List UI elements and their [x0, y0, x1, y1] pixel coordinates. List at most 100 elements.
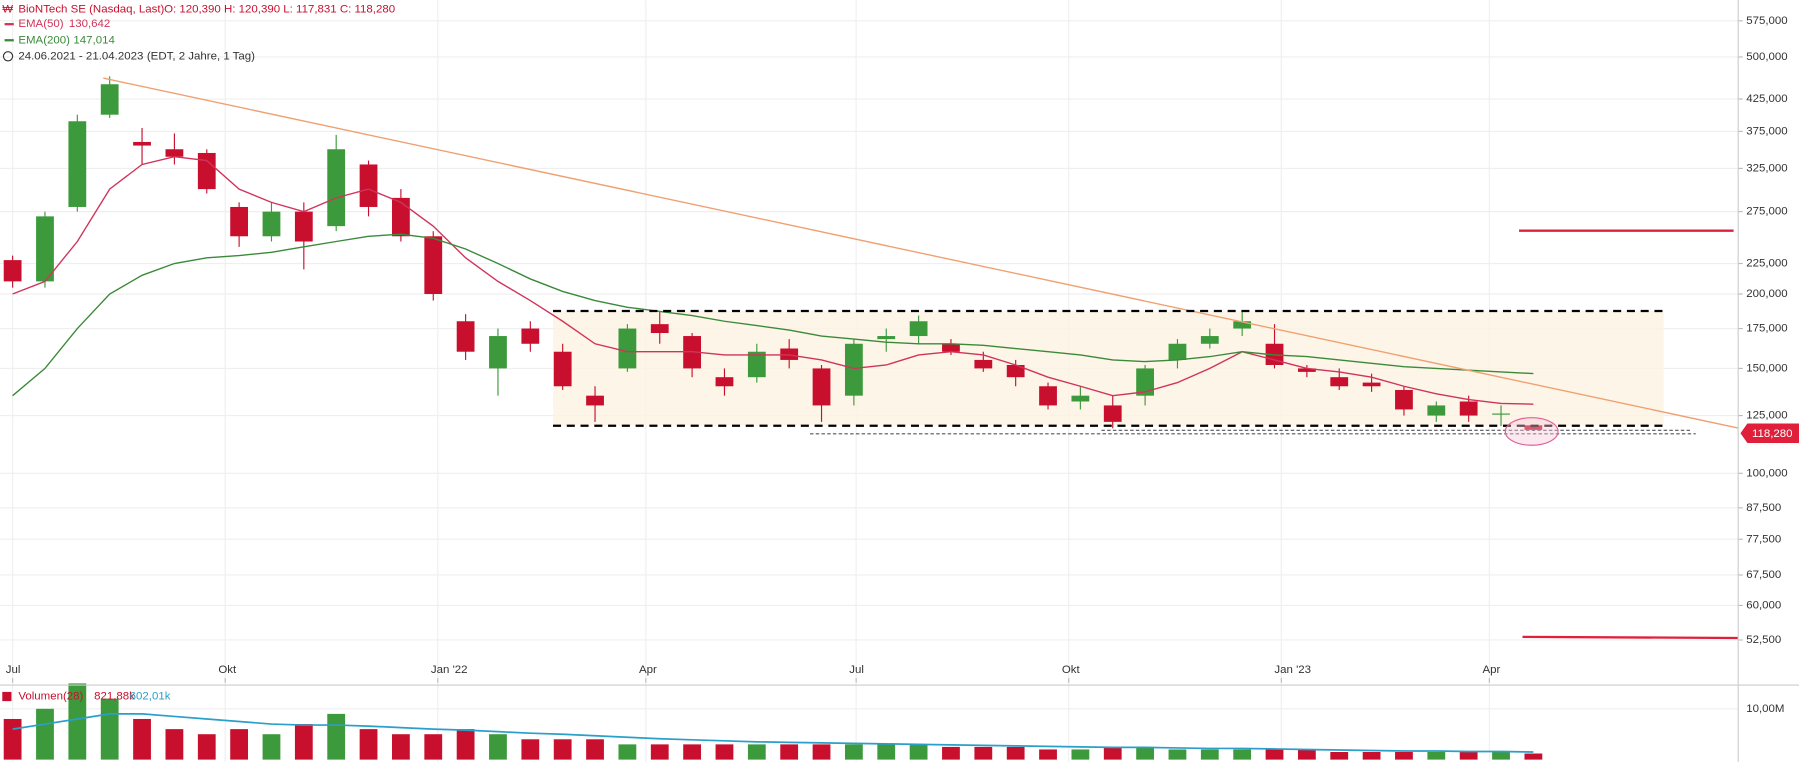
candle-body — [1233, 321, 1252, 329]
volume-bar — [553, 739, 572, 760]
volume-bar — [1200, 749, 1219, 760]
volume-bar — [1459, 751, 1478, 760]
x-tick-label: Apr — [639, 664, 657, 676]
volume-bar — [424, 734, 443, 760]
x-tick-label: Jan '22 — [431, 664, 468, 676]
volume-bar — [715, 744, 734, 760]
volume-bar — [1039, 749, 1057, 760]
candle-body — [618, 328, 637, 369]
volume-bar — [780, 744, 799, 760]
x-tick-label: Okt — [1062, 664, 1081, 676]
legend-name: EMA(200) — [18, 34, 70, 46]
candle-body — [1362, 382, 1381, 387]
candle-body — [294, 211, 313, 242]
candle-body — [456, 321, 475, 352]
candle-body — [553, 351, 572, 387]
candle-body — [68, 121, 87, 207]
volume-bar — [391, 734, 410, 760]
candle-body — [359, 164, 378, 207]
volume-bar — [1524, 753, 1543, 760]
x-tick-label: Okt — [218, 664, 237, 676]
candle-body — [1427, 405, 1446, 416]
y-tick-label: 225,000 — [1746, 258, 1787, 270]
volume-bar — [359, 729, 378, 760]
volume-bar — [1168, 749, 1187, 760]
volume-bar — [230, 729, 249, 760]
candle-body — [133, 141, 151, 146]
candle-body — [521, 328, 540, 344]
candle-body — [780, 348, 799, 360]
y-tick-label: 500,000 — [1746, 51, 1787, 63]
candle-body — [1071, 395, 1090, 402]
candle-body — [747, 351, 766, 378]
candle-body — [1136, 368, 1154, 396]
candle-body — [942, 343, 960, 352]
y-tick-label: 125,000 — [1746, 410, 1787, 422]
candle-body — [3, 260, 22, 282]
volume-bar — [844, 744, 863, 760]
period: 24.06.2021 - 21.04.2023 — [18, 50, 143, 62]
volume-bar — [68, 683, 87, 760]
candle-body — [1006, 364, 1025, 378]
candle-body — [1200, 336, 1219, 344]
candle-body — [197, 152, 216, 190]
volume-bar — [1233, 749, 1252, 760]
candle-body — [1330, 377, 1349, 387]
last-price-label: 118,280 — [1752, 428, 1793, 440]
volume-bar — [683, 744, 702, 760]
volume-bar — [456, 729, 475, 760]
candle-body — [1524, 425, 1543, 430]
volume-bar — [36, 708, 54, 760]
candle-body — [1459, 401, 1478, 416]
volume-bar — [1395, 751, 1413, 760]
volume-bar — [197, 734, 216, 760]
y-tick-label: 67,500 — [1746, 569, 1781, 581]
volume-bar — [1136, 746, 1154, 760]
y-tick-label: 100,000 — [1746, 467, 1787, 479]
candle-body — [1395, 389, 1413, 410]
volume-bar — [1297, 749, 1316, 760]
volume-bar — [3, 718, 22, 760]
period-note: (EDT, 2 Jahre, 1 Tag) — [147, 50, 255, 62]
y-tick-label: 60,000 — [1746, 599, 1781, 611]
candle-body — [262, 211, 281, 237]
volume-bar — [489, 734, 507, 760]
candle-body — [812, 368, 831, 406]
ema-line — [12, 156, 1534, 405]
y-tick-label: 200,000 — [1746, 288, 1787, 300]
y-tick-label: 52,500 — [1746, 634, 1781, 646]
volume-bar — [294, 724, 313, 760]
volume-bar — [650, 744, 669, 760]
ohlc-text: O: 120,390 H: 120,390 L: 117,831 C: 118,… — [164, 3, 395, 15]
candle-body — [974, 359, 993, 369]
y-tick-label: 175,000 — [1746, 323, 1787, 335]
legend-name: EMA(50) — [18, 18, 63, 30]
candle-body — [165, 149, 184, 157]
x-tick-label: Jul — [6, 664, 21, 676]
volume-icon — [2, 691, 12, 702]
volume-ma-line — [12, 713, 1534, 753]
candle-body — [877, 336, 896, 340]
volume-bar — [747, 744, 766, 760]
legend-value: 147,014 — [73, 34, 115, 46]
y-tick-label: 275,000 — [1746, 206, 1787, 218]
volume-bar — [877, 744, 896, 760]
candle-body — [36, 216, 54, 282]
volume-bar — [100, 698, 119, 760]
volume-bar — [942, 746, 960, 760]
volume-bar — [812, 744, 831, 760]
volume-bar — [1362, 751, 1381, 760]
volume-bar — [1071, 749, 1090, 760]
candle-body — [909, 321, 928, 337]
candle-body — [327, 149, 346, 227]
candle-body — [844, 343, 863, 396]
y-tick-label: 575,000 — [1746, 15, 1787, 27]
trend-line — [103, 77, 1739, 429]
legend-value: 130,642 — [69, 18, 110, 30]
x-tick-label: Apr — [1482, 664, 1500, 676]
chart-title: BioNTech SE (Nasdaq, Last) — [18, 3, 164, 15]
marks — [3, 76, 1543, 760]
volume-title: Volumen(28) — [18, 691, 83, 703]
candle-body — [230, 206, 249, 237]
